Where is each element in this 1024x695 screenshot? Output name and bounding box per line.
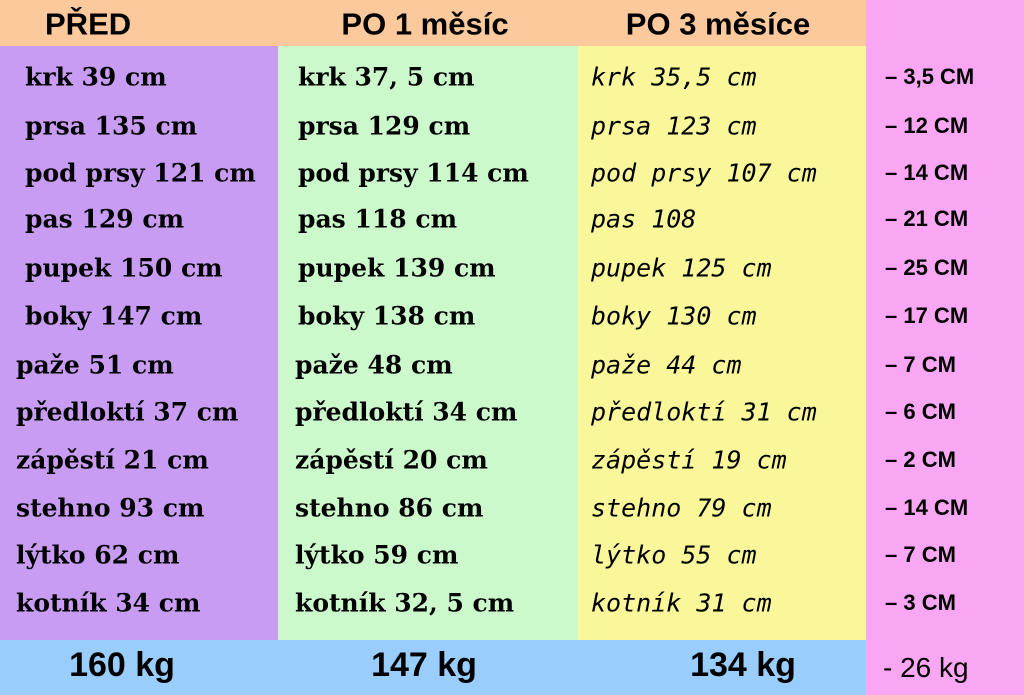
measurement: pas 108: [591, 204, 697, 234]
header-band: [0, 0, 866, 46]
difference: – 14 CM: [885, 160, 969, 185]
difference: – 7 CM: [885, 352, 956, 377]
weight: 160 kg: [69, 646, 175, 684]
measurement: krk 37, 5 cm: [298, 62, 475, 92]
measurement: stehno 79 cm: [591, 493, 772, 523]
measurement: lýtko 55 cm: [591, 540, 757, 570]
difference: – 25 CM: [885, 255, 969, 280]
difference: – 3,5 CM: [885, 64, 975, 89]
measurement: pas 129 cm: [25, 204, 185, 234]
measurement: paže 51 cm: [16, 350, 174, 380]
measurement: pas 118 cm: [298, 204, 458, 234]
measurement: zápěstí 19 cm: [591, 445, 787, 475]
difference: – 3 CM: [885, 590, 956, 615]
measurement: lýtko 62 cm: [16, 540, 180, 570]
measurement: stehno 93 cm: [16, 493, 205, 523]
measurement: boky 147 cm: [25, 301, 203, 331]
measurement: paže 48 cm: [295, 350, 453, 380]
difference: – 6 CM: [885, 399, 956, 424]
measurement: boky 138 cm: [298, 301, 476, 331]
measurement: pupek 125 cm: [591, 253, 772, 283]
measurement: zápěstí 20 cm: [295, 445, 488, 475]
difference: – 2 CM: [885, 447, 956, 472]
measurement: boky 130 cm: [591, 301, 757, 331]
measurement: prsa 123 cm: [591, 111, 757, 141]
measurement: pod prsy 107 cm: [591, 158, 817, 188]
weight: 147 kg: [371, 646, 477, 684]
measurement: předloktí 31 cm: [591, 397, 817, 427]
measurement: pod prsy 121 cm: [25, 158, 256, 188]
measurement: krk 35,5 cm: [591, 62, 757, 92]
measurement: pupek 139 cm: [298, 253, 496, 283]
measurement: stehno 86 cm: [295, 493, 484, 523]
column-header: PO 3 měsíce: [625, 6, 811, 42]
column-header: PŘED: [45, 6, 132, 42]
measurement: předloktí 34 cm: [295, 397, 518, 427]
col-month1: [278, 46, 578, 640]
measurement: kotník 32, 5 cm: [295, 588, 515, 618]
measurement: prsa 135 cm: [25, 111, 198, 141]
measurement: pod prsy 114 cm: [298, 158, 529, 188]
column-header: PO 1 měsíc: [341, 6, 509, 42]
col-before: [0, 46, 278, 640]
difference: – 21 CM: [885, 206, 969, 231]
measurement: kotník 31 cm: [591, 588, 772, 618]
weight-difference: - 26 kg: [883, 652, 969, 683]
difference: – 14 CM: [885, 495, 969, 520]
measurement: lýtko 59 cm: [295, 540, 459, 570]
weight: 134 kg: [690, 646, 796, 684]
diff-column: [866, 0, 1024, 695]
measurement: paže 44 cm: [591, 350, 742, 380]
measurement: kotník 34 cm: [16, 588, 201, 618]
measurement: pupek 150 cm: [25, 253, 223, 283]
difference: – 17 CM: [885, 303, 969, 328]
difference: – 12 CM: [885, 113, 969, 138]
measurement: zápěstí 21 cm: [16, 445, 209, 475]
total-band: [0, 640, 866, 695]
difference: – 7 CM: [885, 542, 956, 567]
measurement: předloktí 37 cm: [16, 397, 239, 427]
col-month3: [578, 46, 866, 640]
measurement: krk 39 cm: [25, 62, 167, 92]
measurement: prsa 129 cm: [298, 111, 471, 141]
